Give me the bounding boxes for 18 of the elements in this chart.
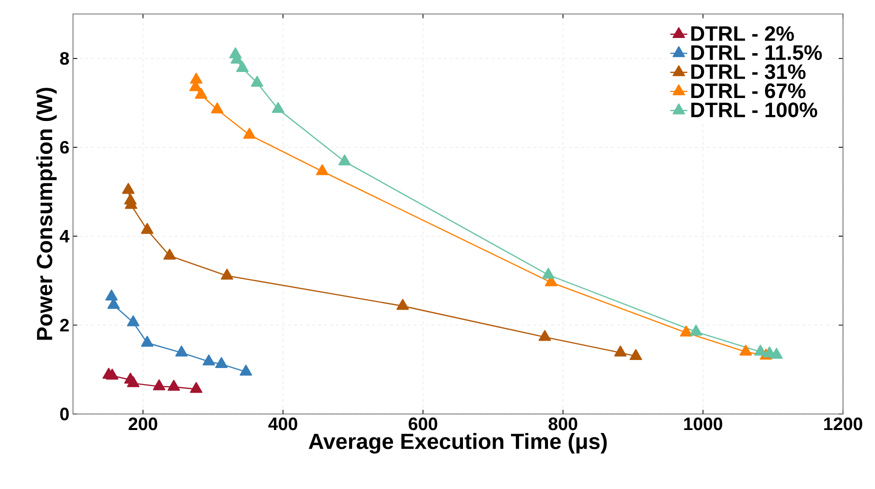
legend-label: DTRL - 67% [691,83,806,98]
x-axis-title: Average Execution Time (μs) [308,433,607,454]
x-tick-label: 1000 [684,417,722,430]
legend-label: DTRL - 31% [691,64,806,80]
y-tick-label: 0 [60,408,69,420]
y-tick-label: 2 [60,318,69,332]
y-tick-label: 4 [60,230,70,242]
x-tick-label: 1200 [824,417,862,430]
y-tick-label: 6 [60,140,69,154]
legend-label: DTRL - 2% [691,26,794,41]
y-tick-label: 8 [60,52,69,65]
legend-label: DTRL - 11.5% [691,45,822,60]
x-tick-label: 600 [408,417,438,430]
legend-label: DTRL - 100% [691,102,818,118]
x-tick-label: 400 [268,417,298,430]
x-tick-label: 200 [128,417,158,430]
y-axis-title: Power Consumption (W) [36,88,57,340]
x-tick-label: 800 [548,417,578,430]
